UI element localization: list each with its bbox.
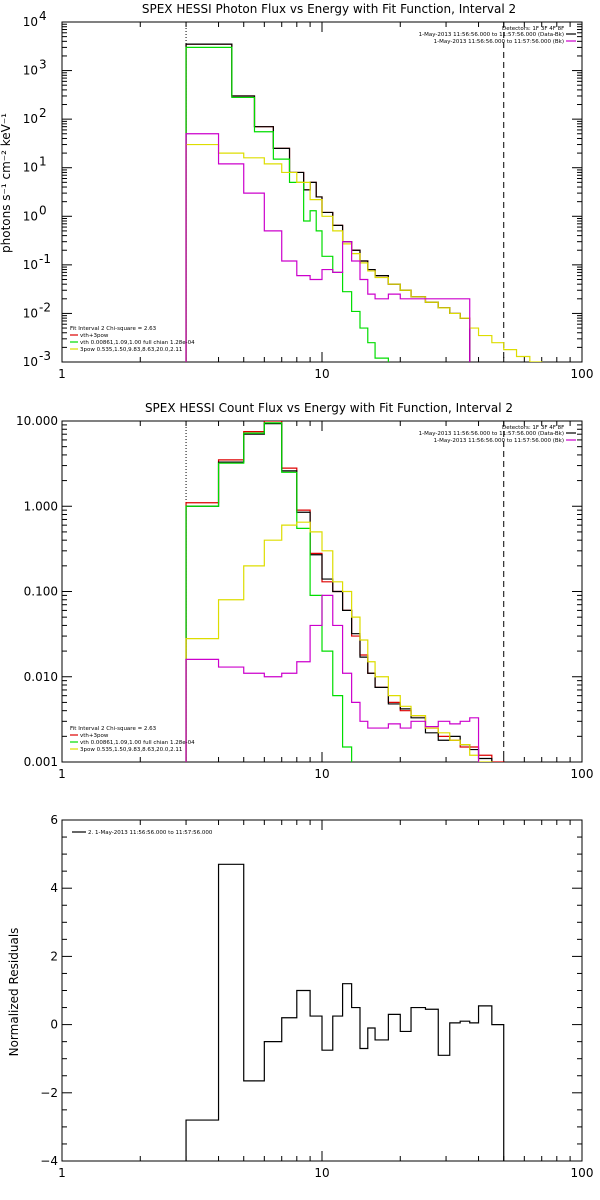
p1-series-3pow [185,521,493,762]
p1-x-tick-label: 1 [58,767,66,781]
p0-y-tick-label: 10 [23,306,38,320]
p2-x-tick-label: 100 [571,1166,594,1180]
p0-y-tick-label: 10 [23,258,38,272]
p1-fit-legend-entry: 3pow 0.535,1.50,9.83,8.63,20.0,2.11 [80,747,182,753]
p0-series-data-bk [185,43,471,362]
p0-series-bk [185,133,471,362]
count-flux-panel: SPEX HESSI Count Flux vs Energy with Fit… [16,401,594,781]
p1-y-tick-label: 0.100 [24,585,58,599]
p2-y-tick-label: 6 [50,813,58,827]
photon-flux-panel: SPEX HESSI Photon Flux vs Energy with Fi… [0,2,594,381]
p1-series-vth-3pow [185,421,505,762]
p0-y-tick-label: 10 [23,112,38,126]
p1-y-tick-label: 1.000 [24,499,58,513]
p0-x-tick-label: 1 [58,367,66,381]
p1-legend-entry: 1-May-2013 11:56:56.000 to 11:57:56.000 … [419,431,564,437]
p0-y-tick-label: 10 [23,209,38,223]
p2-x-tick-label: 10 [314,1166,329,1180]
p0-y-tick-exponent: -1 [39,252,51,266]
p2-series-residuals [185,863,505,1161]
p0-y-tick-exponent: 0 [39,203,47,217]
p0-y-tick-label: 10 [23,161,38,175]
p0-y-tick-label: 10 [23,64,38,78]
residuals-ylabel: Normalized Residuals [7,928,21,1057]
p1-legend-header: Detectors: 1F 3F 4F 8F [502,425,564,431]
p2-y-tick-label: 2 [50,949,58,963]
photon-flux-ylabel: photons s⁻¹ cm⁻² keV⁻¹ [0,113,13,253]
count-flux-title: SPEX HESSI Count Flux vs Energy with Fit… [145,401,513,415]
p0-y-tick-label: 10 [23,15,38,29]
p1-y-tick-label: 0.001 [24,755,58,769]
p1-series-vth [185,422,353,762]
p1-y-tick-label: 10.000 [16,414,58,428]
p1-y-tick-label: 0.010 [24,670,58,684]
p1-series-data-bk [185,423,493,762]
p0-y-tick-exponent: 1 [39,155,47,169]
p2-y-tick-label: −4 [40,1154,58,1168]
p2-y-tick-label: 4 [50,881,58,895]
p0-legend-header: Detectors: 1F 3F 4F 8F [502,26,564,32]
p0-y-tick-exponent: -3 [39,349,51,363]
p0-x-tick-label: 100 [571,367,594,381]
p0-fit-legend-entry: vth 0.00861,1.09,1.00 full chian 1.28e-0… [80,340,195,346]
p0-y-tick-exponent: 4 [39,9,47,23]
p0-legend-entry: 1-May-2013 11:56:56.000 to 11:57:56.000 … [434,39,564,45]
p1-legend-entry: 1-May-2013 11:56:56.000 to 11:57:56.000 … [434,438,564,444]
p2-y-tick-label: −2 [40,1086,58,1100]
p0-series-vth-3pow [185,43,471,362]
p1-fit-legend-header: Fit Interval 2 Chi-square = 2.63 [70,726,157,732]
p2-series-group [185,863,505,1161]
p0-y-tick-exponent: 3 [39,58,47,72]
p0-fit-legend-header: Fit Interval 2 Chi-square = 2.63 [70,326,157,332]
p2-x-tick-label: 1 [58,1166,66,1180]
p0-y-tick-exponent: 2 [39,106,47,120]
p1-series-bk [185,594,480,762]
p0-fit-legend-entry: vth+3pow [80,333,109,339]
p0-y-tick-exponent: -2 [39,300,51,314]
p1-x-tick-label: 100 [571,767,594,781]
p0-x-tick-label: 10 [314,367,329,381]
p2-y-tick-label: 0 [50,1018,58,1032]
residuals-panel: Normalized Residuals 1 10 100 −4 −2 0 2 4 6 2. 1-… [7,813,593,1180]
p0-series-group [185,43,543,362]
p1-x-tick-label: 10 [314,767,329,781]
p1-fit-legend-entry: vth+3pow [80,733,109,739]
p2-legend-entry: 2. 1-May-2013 11:56:56.000 to 11:57:56.0… [88,830,213,836]
p1-fit-legend-entry: vth 0.00861,1.09,1.00 full chian 1.28e-0… [80,740,195,746]
p0-fit-legend-entry: 3pow 0.535,1.50,9.83,8.63,20.0,2.11 [80,347,182,353]
photon-flux-title: SPEX HESSI Photon Flux vs Energy with Fi… [142,2,516,16]
p0-y-tick-label: 10 [23,355,38,369]
p0-legend-entry: 1-May-2013 11:56:56.000 to 11:57:56.000 … [419,32,564,38]
p0-series-3pow [185,143,543,362]
p1-series-group [185,421,505,762]
